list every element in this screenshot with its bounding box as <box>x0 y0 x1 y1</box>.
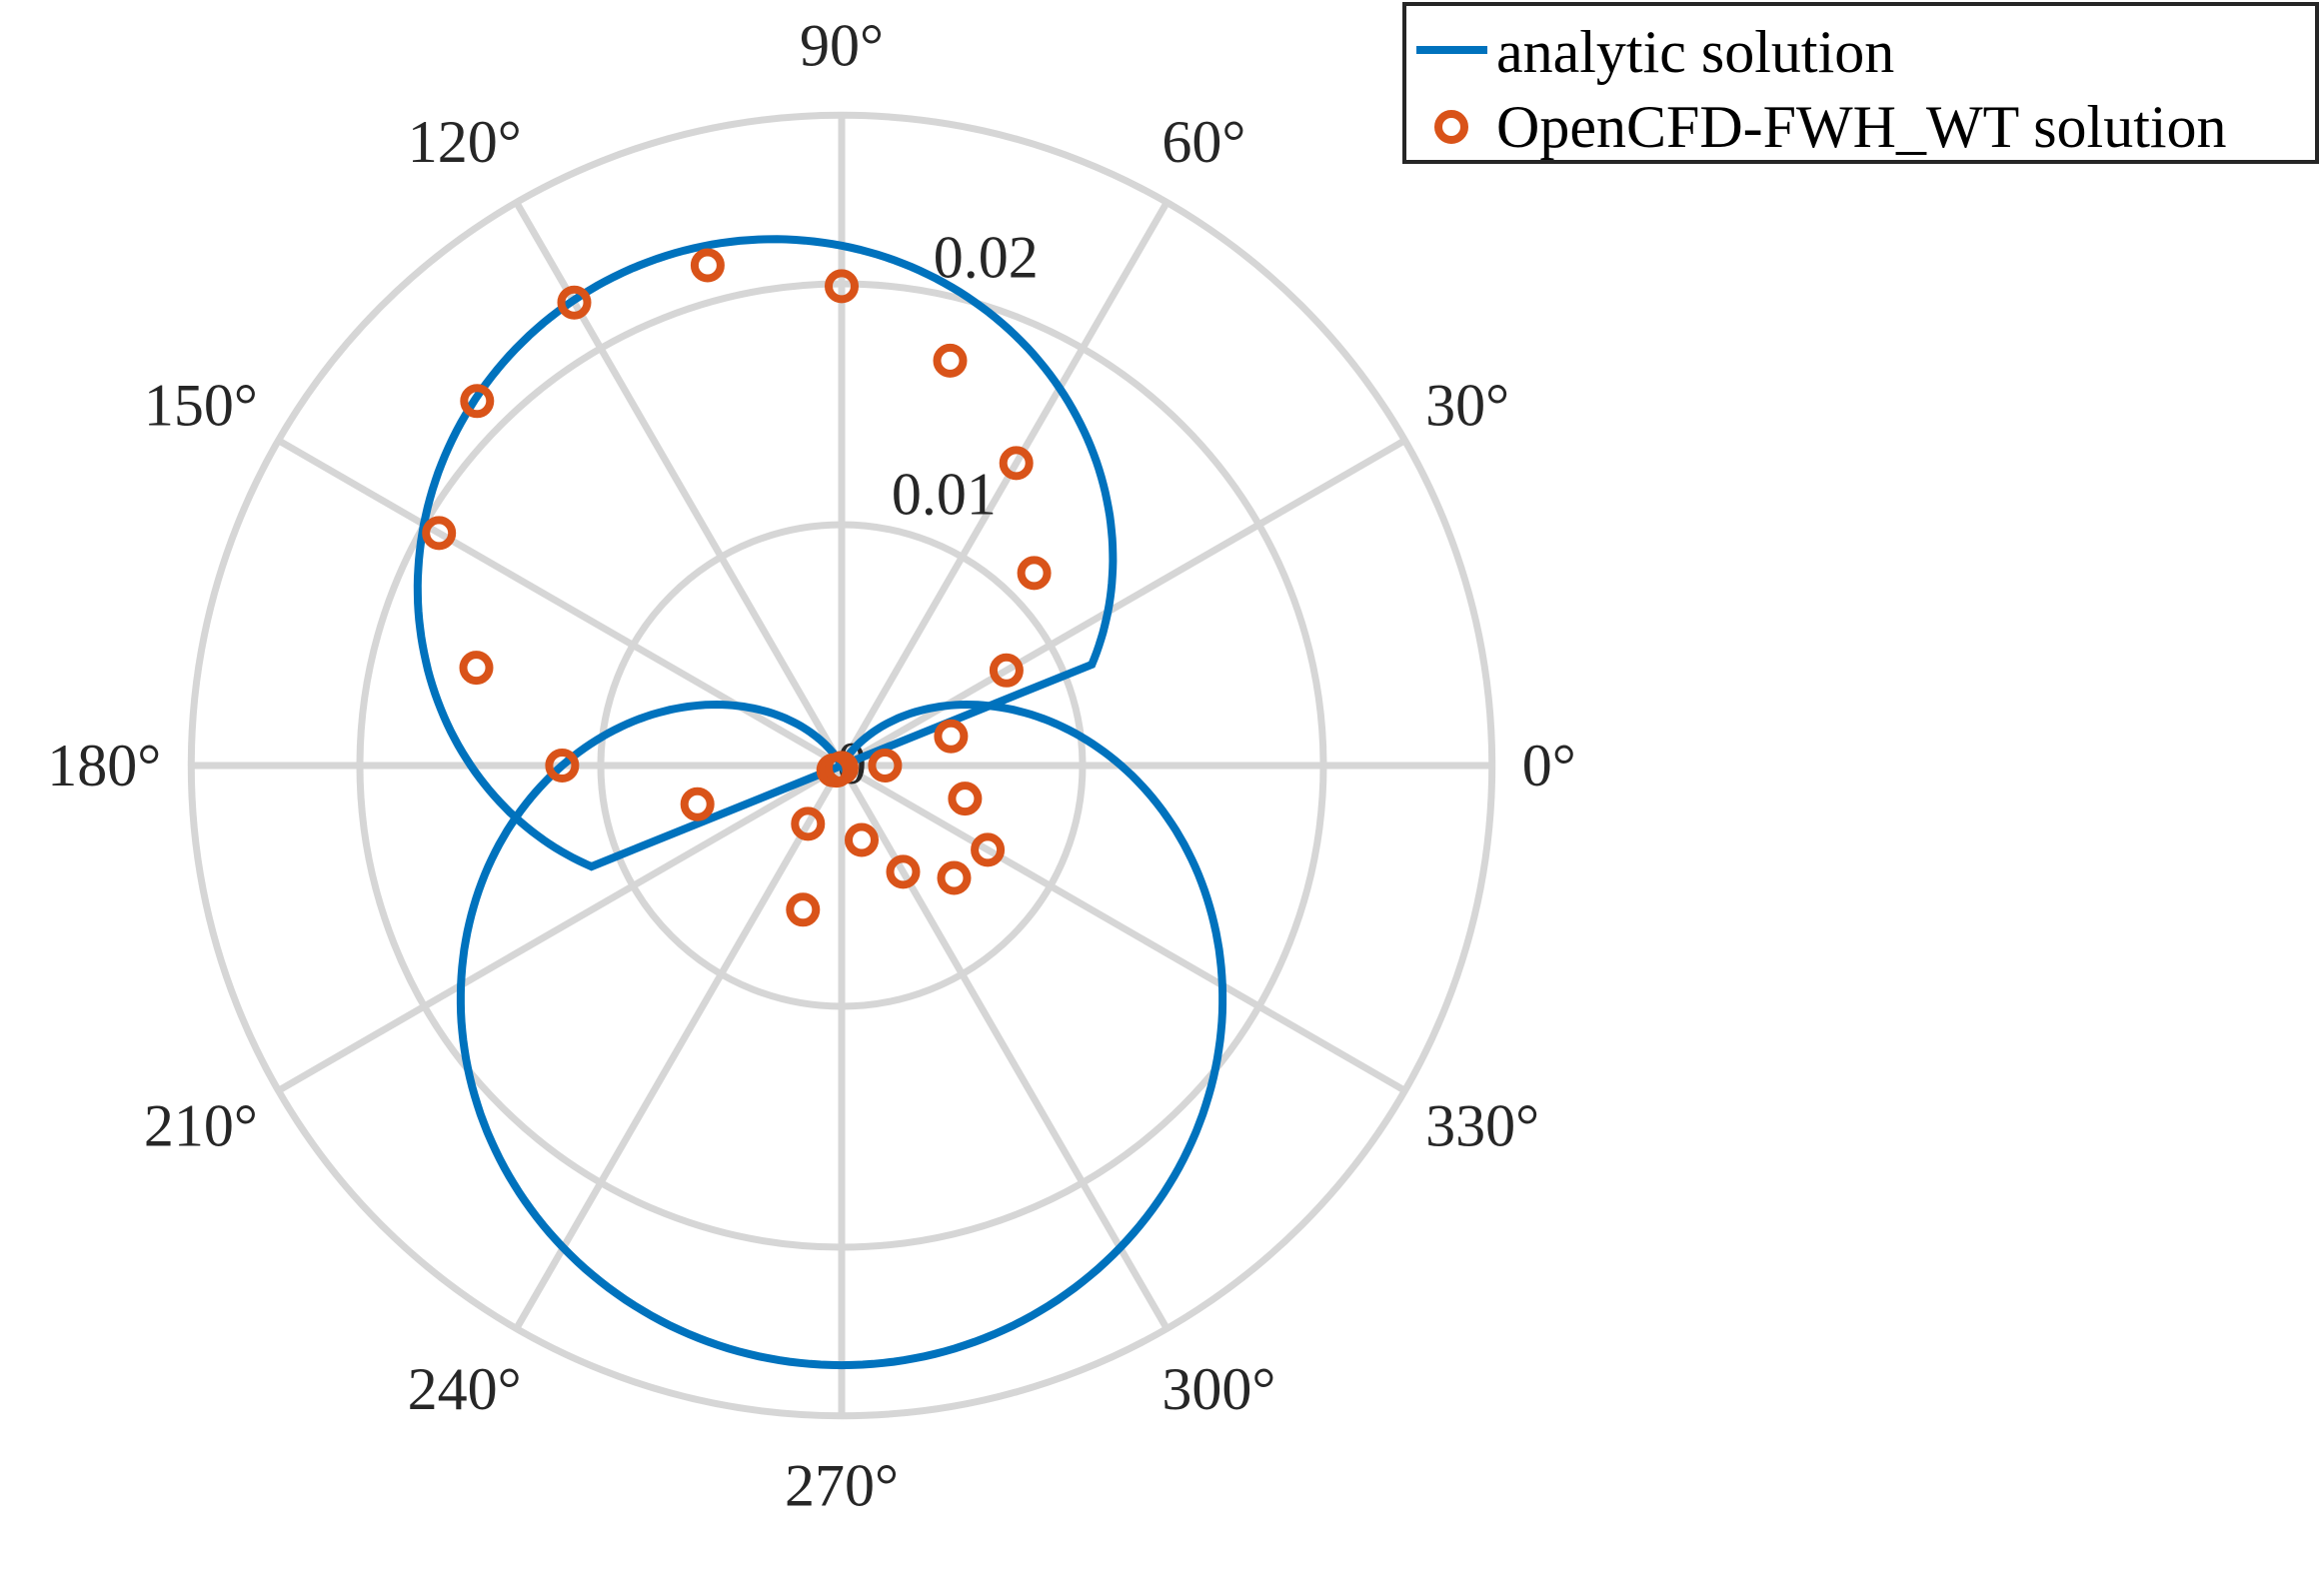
opencfd-marker <box>937 860 972 895</box>
opencfd-marker <box>825 751 859 786</box>
grid-spoke <box>513 200 846 768</box>
theta-tick-label: 210° <box>144 1092 258 1158</box>
theta-tick-label: 330° <box>1425 1092 1539 1158</box>
grid-spoke <box>513 764 846 1331</box>
opencfd-marker <box>690 248 725 283</box>
opencfd-marker <box>999 446 1034 481</box>
opencfd-marker <box>934 719 969 754</box>
opencfd-marker <box>989 653 1024 688</box>
r-tick-label: 0.01 <box>892 462 997 528</box>
opencfd-marker <box>460 384 495 419</box>
theta-tick-label: 30° <box>1425 373 1509 439</box>
opencfd-marker <box>557 285 592 320</box>
opencfd-marker <box>886 854 921 889</box>
r-tick-label: 0.02 <box>934 224 1039 290</box>
grid-spoke <box>838 200 1170 768</box>
legend: analytic solution OpenCFD-FWH_WT solution <box>1402 2 2319 164</box>
legend-label-opencfd: OpenCFD-FWH_WT solution <box>1496 94 2227 160</box>
opencfd-marker <box>868 749 903 783</box>
opencfd-marker <box>791 806 826 841</box>
theta-tick-label: 90° <box>800 12 884 78</box>
opencfd-marker <box>680 787 715 821</box>
grid-spoke <box>840 762 1407 1094</box>
legend-box <box>1402 2 2319 164</box>
theta-tick-label: 240° <box>408 1356 522 1422</box>
opencfd-marker <box>825 269 859 304</box>
analytic-solution-line-upper-lobe <box>413 235 1118 871</box>
opencfd-marker <box>1017 556 1052 591</box>
angle-tick-labels: 0° 30° 60° 90° 120° 150° 180° 210° 240° 270° 300° 3… <box>47 12 1575 1518</box>
series-layer <box>413 235 1227 1370</box>
opencfd-marker <box>948 782 983 816</box>
grid-spoke <box>276 762 844 1094</box>
legend-label-analytic: analytic solution <box>1496 19 1894 85</box>
opencfd-marker <box>545 749 580 783</box>
theta-tick-label: 150° <box>144 373 258 439</box>
opencfd-marker <box>933 343 968 378</box>
theta-tick-label: 270° <box>785 1453 899 1519</box>
opencfd-marker <box>845 822 879 857</box>
opencfd-marker <box>459 651 494 686</box>
theta-tick-label: 60° <box>1162 109 1245 175</box>
opencfd-marker <box>422 516 457 551</box>
theta-tick-label: 180° <box>47 733 161 798</box>
analytic-solution-line <box>456 700 1227 1370</box>
theta-tick-label: 0° <box>1522 733 1576 798</box>
opencfd-marker <box>786 892 821 927</box>
opencfd-marker <box>971 832 1006 867</box>
legend-swatch-opencfd <box>1434 110 1468 144</box>
theta-tick-label: 120° <box>408 109 522 175</box>
theta-tick-label: 300° <box>1162 1356 1275 1422</box>
